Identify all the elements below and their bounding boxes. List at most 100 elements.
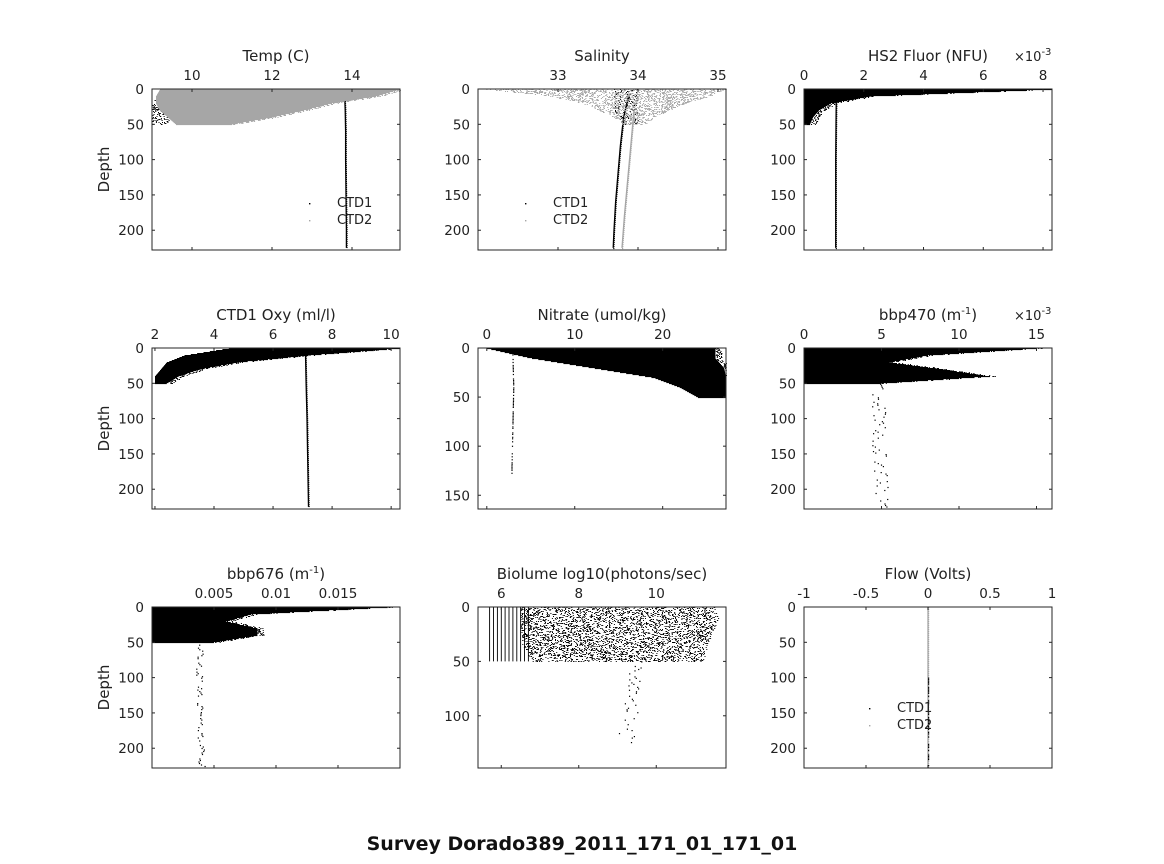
data-point xyxy=(825,109,827,110)
band-row xyxy=(156,374,185,376)
data-point xyxy=(612,99,614,100)
data-point xyxy=(652,99,654,100)
data-point xyxy=(633,95,635,96)
data-point xyxy=(619,158,621,160)
data-point xyxy=(582,92,584,93)
data-point xyxy=(622,237,624,240)
data-point xyxy=(636,612,638,613)
data-point xyxy=(567,94,569,95)
data-point xyxy=(637,96,639,97)
data-point xyxy=(641,613,643,614)
data-point xyxy=(661,102,663,103)
data-point xyxy=(703,96,705,97)
data-point xyxy=(639,117,641,118)
data-point xyxy=(628,172,630,174)
band-row xyxy=(804,354,944,356)
data-point xyxy=(655,91,657,92)
data-point xyxy=(629,118,631,119)
data-point xyxy=(630,91,632,92)
data-point xyxy=(596,90,598,91)
data-point xyxy=(658,614,660,615)
band-row xyxy=(155,381,171,383)
data-point xyxy=(538,613,540,614)
data-point xyxy=(605,618,607,619)
data-point xyxy=(615,205,617,208)
data-point xyxy=(615,112,617,113)
data-point xyxy=(513,394,515,396)
data-point xyxy=(720,91,722,92)
data-point xyxy=(201,747,203,750)
data-point xyxy=(622,96,624,97)
data-point xyxy=(170,383,172,384)
data-point xyxy=(709,91,711,92)
data-point xyxy=(645,612,647,613)
data-point xyxy=(584,99,586,100)
data-point xyxy=(308,487,310,490)
data-point xyxy=(608,103,610,104)
data-point xyxy=(227,640,229,641)
data-point xyxy=(634,100,636,101)
data-point xyxy=(671,610,673,611)
data-point xyxy=(891,362,893,363)
data-point xyxy=(626,110,628,111)
data-point xyxy=(542,613,544,614)
data-point xyxy=(571,96,573,97)
data-point xyxy=(703,616,705,617)
data-point xyxy=(575,94,577,95)
x-tick-label: 0 xyxy=(800,68,809,84)
data-point xyxy=(882,466,884,468)
data-point xyxy=(604,92,606,93)
data-point xyxy=(152,121,154,122)
y-tick-label: 150 xyxy=(770,447,796,463)
y-tick-label: 50 xyxy=(779,376,796,392)
data-point xyxy=(215,642,217,643)
data-point xyxy=(696,611,698,612)
data-point xyxy=(948,354,950,355)
data-point xyxy=(578,101,580,102)
band-row xyxy=(155,380,172,382)
data-point xyxy=(627,180,629,182)
data-point xyxy=(707,92,709,93)
data-point xyxy=(389,93,391,94)
data-point xyxy=(569,614,571,615)
data-point xyxy=(575,611,577,612)
data-point xyxy=(615,91,617,92)
data-point xyxy=(927,356,929,357)
data-point xyxy=(157,119,159,120)
data-point xyxy=(614,215,616,218)
data-point xyxy=(614,223,616,226)
data-point xyxy=(615,209,617,212)
data-point xyxy=(586,610,588,611)
data-point xyxy=(629,162,631,164)
data-point xyxy=(615,94,617,95)
data-point xyxy=(628,103,630,104)
y-tick-label: 50 xyxy=(779,117,796,133)
data-point xyxy=(305,363,307,365)
data-point xyxy=(547,608,549,609)
data-point xyxy=(346,220,348,223)
data-point xyxy=(200,665,203,667)
data-point xyxy=(613,231,616,234)
data-point xyxy=(155,120,157,121)
data-point xyxy=(634,613,636,614)
data-point xyxy=(577,93,579,94)
data-point xyxy=(582,91,584,92)
data-point xyxy=(556,97,558,98)
data-point xyxy=(913,381,915,382)
data-point xyxy=(656,109,658,110)
band-row xyxy=(152,639,233,641)
data-point xyxy=(840,102,842,103)
data-point xyxy=(657,107,659,108)
data-point xyxy=(573,100,575,101)
band-row xyxy=(156,99,358,101)
data-point xyxy=(619,152,621,154)
data-point xyxy=(633,608,635,609)
data-point xyxy=(695,611,697,612)
data-point xyxy=(640,618,642,619)
data-point xyxy=(670,91,672,92)
data-point xyxy=(662,104,663,105)
x-tick-label: 8 xyxy=(328,327,337,343)
data-point xyxy=(629,156,631,158)
data-point xyxy=(538,612,540,613)
data-point xyxy=(696,91,698,92)
